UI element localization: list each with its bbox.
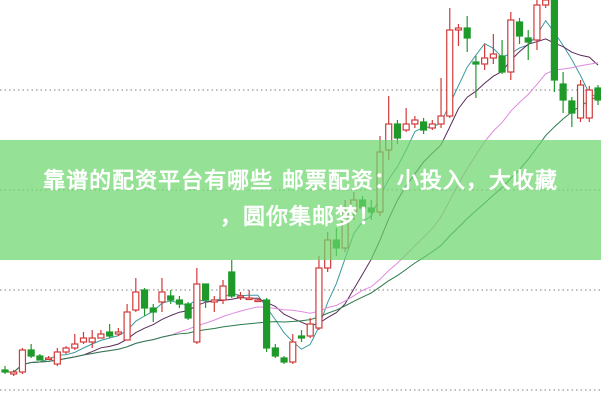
candle-down	[1, 369, 9, 373]
candle-down	[228, 271, 236, 297]
candle-down	[393, 123, 402, 139]
candle-up	[71, 343, 79, 349]
candle-up	[53, 351, 61, 365]
candle-up	[533, 4, 541, 41]
candle-down	[498, 55, 506, 73]
candle-up	[402, 123, 410, 131]
candle-up	[62, 347, 70, 353]
candle-up	[306, 323, 314, 337]
candle-up	[45, 357, 53, 361]
candle-up	[18, 349, 27, 373]
candle-up	[585, 89, 593, 119]
candle-up	[289, 341, 297, 363]
candle-up	[219, 285, 227, 301]
ma5-line	[5, 19, 599, 373]
candle-up	[210, 299, 218, 303]
candle-down	[280, 357, 288, 363]
candle-up	[507, 19, 515, 73]
candle-up	[454, 27, 463, 31]
candle-up	[542, 0, 550, 6]
candle-down	[524, 37, 532, 43]
candle-down	[515, 21, 524, 37]
candle-down	[463, 27, 471, 39]
candle-down	[149, 307, 157, 313]
candle-up	[437, 115, 445, 125]
candle-up	[489, 53, 497, 59]
candle-up	[245, 297, 253, 301]
candle-up	[132, 291, 140, 311]
candle-up	[481, 57, 489, 65]
candle-up	[114, 331, 122, 335]
candle-down	[550, 0, 558, 81]
candle-up	[315, 267, 323, 329]
candle-down	[297, 335, 306, 339]
candle-down	[559, 83, 567, 101]
candle-up	[236, 295, 245, 299]
candle-down	[271, 347, 279, 357]
candle-up	[446, 29, 454, 117]
candle-up	[254, 299, 262, 303]
candle-up	[193, 283, 201, 343]
candle-down	[184, 303, 192, 319]
candle-down	[140, 289, 149, 309]
candle-up	[79, 337, 88, 343]
ma10-line	[5, 38, 599, 373]
candle-down	[27, 349, 35, 357]
candle-up	[428, 123, 436, 129]
candle-up	[411, 119, 419, 125]
title-banner: 靠谱的配资平台有哪些 邮票配资：小投入，大收藏 ，圆你集邮梦！	[0, 140, 601, 260]
candle-up	[88, 337, 96, 343]
candle-up	[10, 371, 18, 375]
candle-up	[97, 333, 105, 339]
candle-down	[568, 100, 576, 114]
candle-down	[167, 295, 175, 301]
candle-down	[472, 61, 480, 65]
candle-up	[576, 84, 585, 119]
banner-title-line1: 靠谱的配资平台有哪些 邮票配资：小投入，大收藏	[43, 169, 558, 194]
candle-down	[106, 331, 114, 337]
candle-down	[201, 283, 210, 301]
candle-down	[594, 87, 601, 101]
candle-up	[158, 291, 166, 303]
candle-down	[175, 299, 184, 305]
candle-down	[36, 355, 44, 361]
candle-down	[263, 299, 271, 349]
candle-up	[123, 311, 131, 341]
banner-title-line2: ，圆你集邮梦！	[219, 205, 381, 230]
candle-down	[419, 121, 428, 131]
